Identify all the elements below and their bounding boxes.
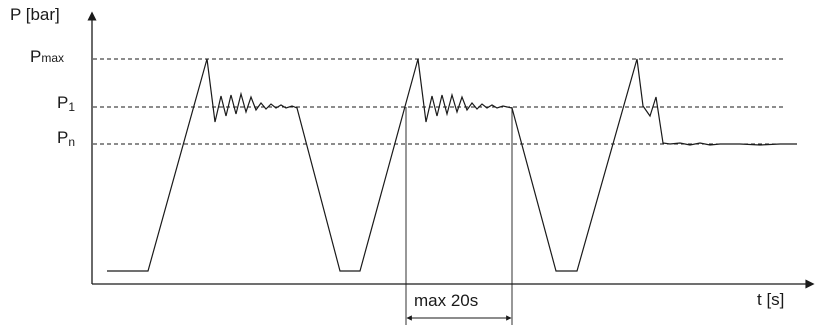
y-axis-label: P [bar]	[10, 5, 60, 24]
level-label-pmax: Pmax	[30, 47, 64, 66]
level-label-p1: P1	[57, 93, 75, 114]
pressure-curve	[107, 58, 797, 272]
interval-label: max 20s	[414, 291, 478, 310]
level-label-pn: Pn	[57, 128, 75, 149]
x-axis-label: t [s]	[757, 290, 784, 309]
